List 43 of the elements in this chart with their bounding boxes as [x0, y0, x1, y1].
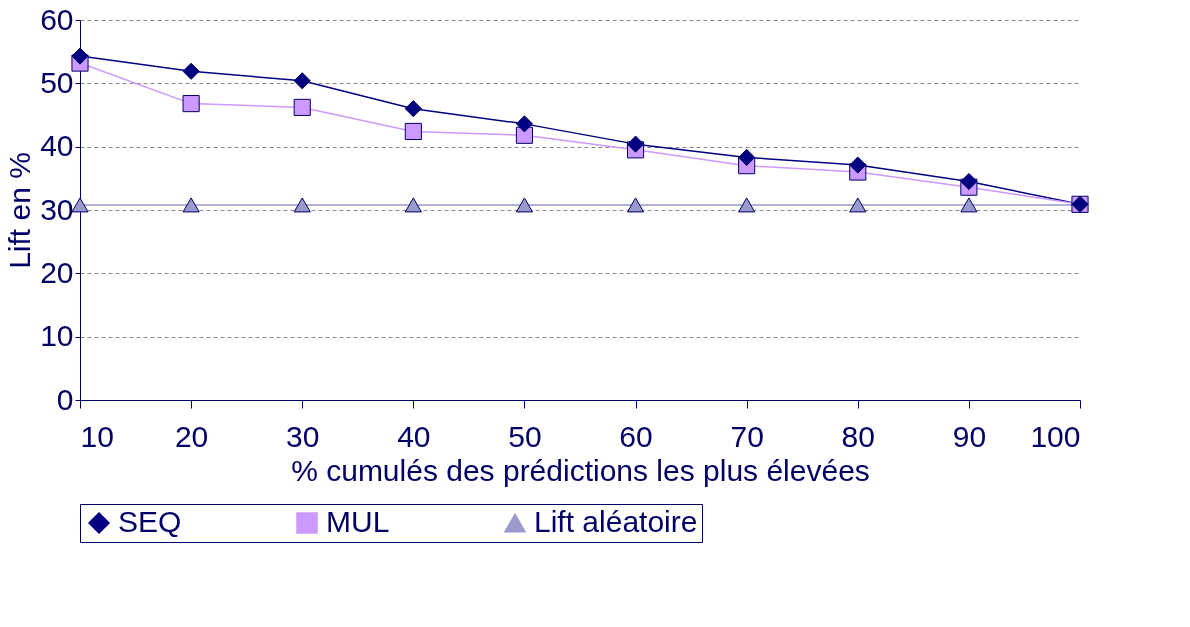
point — [404, 197, 422, 213]
point — [182, 95, 200, 113]
point — [182, 62, 200, 80]
point — [626, 197, 645, 213]
x-tick-label: 30 — [286, 419, 320, 453]
legend-label: Lift aléatoire — [534, 505, 698, 538]
point — [626, 135, 645, 153]
x-tick-label: 50 — [508, 419, 542, 453]
y-tick-label: 60 — [40, 2, 74, 36]
point — [182, 197, 200, 213]
y-tick-label: 50 — [40, 65, 74, 99]
x-tick-label: 80 — [841, 419, 875, 453]
point — [71, 197, 89, 213]
point — [738, 148, 756, 166]
point — [960, 172, 978, 191]
point — [849, 197, 867, 213]
x-tick-label: 70 — [730, 419, 764, 453]
point — [960, 197, 978, 213]
y-tick-label: 30 — [40, 192, 74, 226]
y-tick-label: 20 — [40, 255, 74, 289]
point — [293, 98, 311, 116]
point — [738, 197, 756, 213]
point — [515, 115, 534, 133]
point — [404, 122, 422, 141]
legend-label: SEQ — [118, 505, 182, 538]
legend-label: MUL — [326, 505, 390, 538]
y-axis-title: Lift en % — [3, 152, 37, 269]
point — [71, 47, 89, 65]
y-tick-label: 10 — [40, 319, 74, 353]
point — [849, 156, 867, 174]
point — [515, 197, 534, 213]
x-tick-label: 40 — [397, 419, 431, 453]
y-tick-label: 0 — [56, 382, 74, 416]
x-tick-label: 10 — [80, 419, 114, 453]
x-tick-label: 20 — [174, 419, 209, 453]
x-axis-title: % cumulés des prédictions les plus élevées — [291, 453, 870, 487]
x-tick-label: 100 — [1030, 419, 1081, 453]
point — [293, 72, 311, 90]
point — [404, 100, 422, 118]
x-tick-label: 90 — [952, 419, 987, 453]
y-tick-label: 40 — [40, 129, 74, 163]
point — [293, 197, 311, 213]
x-tick-label: 60 — [619, 419, 653, 453]
